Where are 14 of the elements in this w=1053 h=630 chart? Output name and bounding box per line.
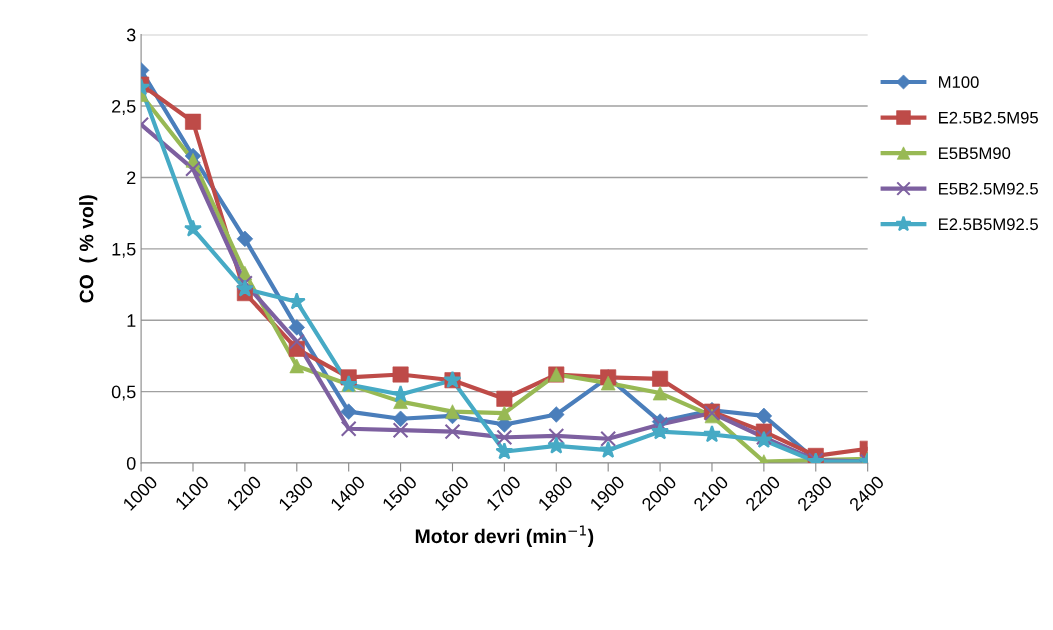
legend-label: M100: [939, 76, 979, 88]
y-tick-label: 1,5: [112, 242, 136, 258]
legend-label: E2.5B5M92.5: [939, 218, 1038, 231]
y-axis-title: CO ( % vol): [79, 195, 98, 303]
y-tick-label: 0,5: [111, 385, 136, 401]
legend-label: E5B2.5M92.5: [939, 182, 1038, 195]
y-tick-label: 1: [127, 314, 136, 327]
y-tick-label: 2: [127, 171, 136, 184]
y-tick-label: 2,5: [112, 99, 136, 115]
y-tick-label: 0: [126, 456, 136, 470]
x-axis-title: Motor devri (min$^{−1}$): [415, 525, 594, 547]
legend-label: E5B5M90: [939, 147, 1011, 160]
y-tick-label: 3: [126, 28, 136, 42]
legend-label: E2.5B2.5M95: [939, 111, 1038, 124]
